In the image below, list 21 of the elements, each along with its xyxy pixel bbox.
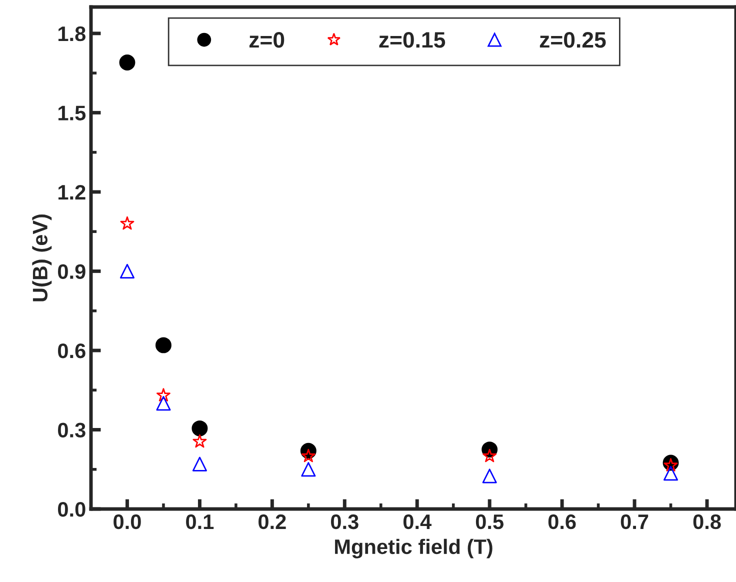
y-tick-label: 0.0 (58, 502, 86, 517)
x-tick-label: 0.1 (186, 514, 214, 530)
x-tick-label: 0.7 (620, 514, 648, 530)
y-tick-label: 1.2 (58, 184, 86, 200)
y-tick-label: 0.3 (58, 422, 86, 438)
legend-label: z=0.15 (379, 32, 446, 48)
x-axis-title: Mgnetic field (T) (335, 538, 492, 558)
x-tick-label: 0.2 (258, 514, 286, 530)
x-tick-label: 0.5 (476, 514, 504, 530)
x-tick-label: 0.3 (330, 514, 358, 530)
y-tick-label: 1.5 (58, 106, 86, 120)
x-tick-label: 0.0 (114, 514, 141, 530)
x-tick-label: 0.4 (403, 514, 432, 530)
legend-label: z=0 (249, 32, 284, 48)
y-tick-label: 0.6 (58, 343, 86, 358)
x-tick-label: 0.8 (693, 514, 721, 530)
x-tick-label: 0.6 (548, 514, 576, 530)
legend-label: z=0.25 (540, 32, 606, 48)
y-tick-label: 1.8 (58, 26, 86, 42)
y-axis-title: U(B) (eV) (32, 214, 52, 302)
y-tick-label: 0.9 (58, 264, 86, 279)
